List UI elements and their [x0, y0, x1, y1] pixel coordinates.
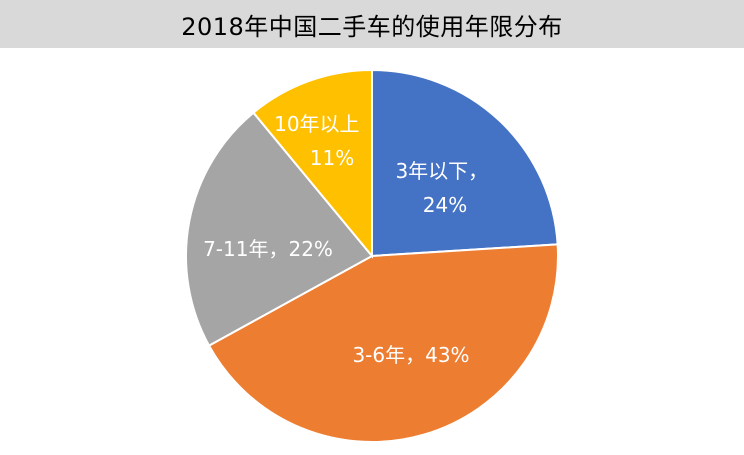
chart-title: 2018年中国二手车的使用年限分布: [181, 12, 563, 41]
pie-slice-over-10-years: [252, 68, 373, 259]
slice-label-7-11-years: 7-11年，22%: [203, 237, 333, 261]
pie-slice-7-11-years: [185, 111, 374, 347]
pie-slices: [185, 68, 559, 443]
pie-slice-3-6-years: [207, 243, 559, 443]
slice-label-over-10-years-line1: 10年以上: [274, 112, 359, 136]
slice-label-under-3-years-line2: 24%: [423, 193, 467, 217]
slice-label-3-6-years: 3-6年，43%: [352, 343, 469, 367]
slice-label-over-10-years: 10年以上 11%: [274, 112, 366, 170]
pie-slice-under-3-years: [371, 68, 559, 258]
title-bar: 2018年中国二手车的使用年限分布: [0, 0, 744, 48]
slice-label-under-3-years: 3年以下， 24%: [395, 159, 494, 217]
pie-labels: 3年以下， 24% 3-6年，43% 7-11年，22% 10年以上 11%: [203, 112, 494, 367]
slice-label-under-3-years-line1: 3年以下，: [395, 159, 488, 183]
slice-label-over-10-years-line2: 11%: [310, 146, 354, 170]
